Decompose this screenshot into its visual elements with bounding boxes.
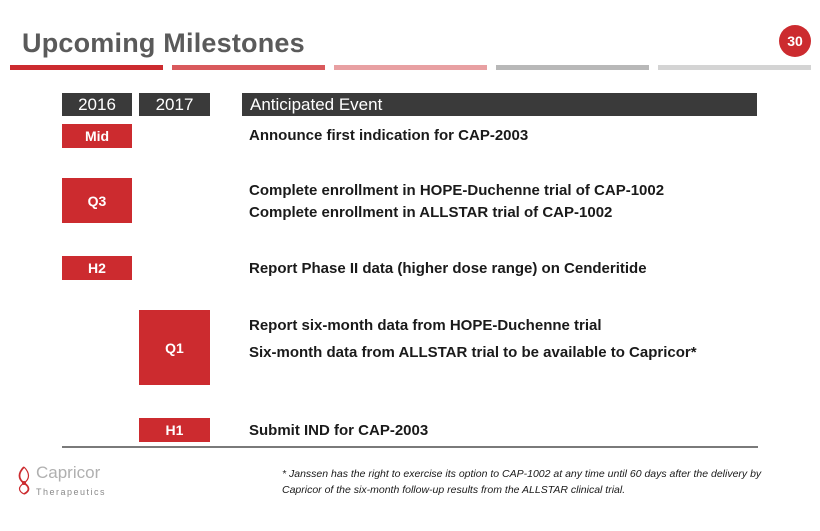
header-year-2016: 2016 [62, 93, 132, 116]
event-text: Announce first indication for CAP-2003 [249, 127, 529, 144]
header-anticipated-event: Anticipated Event [242, 93, 757, 116]
timing-tag-h1: H1 [139, 418, 210, 442]
logo-mark-icon [18, 466, 30, 495]
stripe-4 [496, 65, 649, 70]
stripe-1 [10, 65, 163, 70]
event-text: Six-month data from ALLSTAR trial to be … [249, 344, 697, 361]
event-text: Submit IND for CAP-2003 [249, 422, 429, 439]
event-text: Report six-month data from HOPE-Duchenne… [249, 317, 602, 334]
footnote: * Janssen has the right to exercise its … [282, 468, 762, 496]
stripe-3 [334, 65, 487, 70]
stripe-2 [172, 65, 325, 70]
page-number-badge: 30 [779, 25, 811, 57]
table-bottom-rule [62, 446, 758, 448]
timing-tag-q1: Q1 [139, 310, 210, 385]
timing-tag-h2: H2 [62, 256, 132, 280]
page-title: Upcoming Milestones [22, 28, 305, 58]
timing-tag-mid: Mid [62, 124, 132, 148]
stripe-5 [658, 65, 811, 70]
timing-tag-q3: Q3 [62, 178, 132, 223]
title-underline-stripes [10, 65, 811, 70]
logo-subtitle: Therapeutics [36, 487, 107, 497]
logo-name: Capricor [36, 463, 101, 482]
company-logo: Capricor Therapeutics [14, 463, 124, 507]
event-text: Complete enrollment in ALLSTAR trial of … [249, 204, 613, 221]
event-text: Report Phase II data (higher dose range)… [249, 260, 647, 277]
event-text: Complete enrollment in HOPE-Duchenne tri… [249, 182, 665, 199]
header-year-2017: 2017 [139, 93, 210, 116]
